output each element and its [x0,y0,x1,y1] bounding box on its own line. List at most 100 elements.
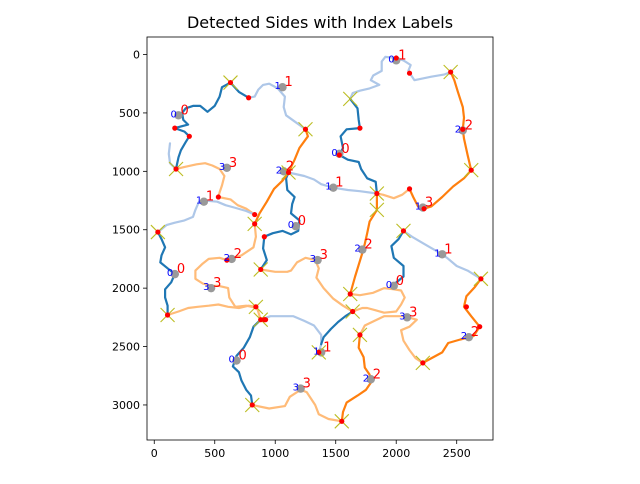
side-index-label-red: 2 [286,159,294,174]
endpoint-dot [357,125,363,131]
x-tick-label: 1000 [261,447,289,460]
side-index-label-red: 3 [320,248,328,263]
endpoint-dot [258,266,264,273]
side-curve [173,127,191,171]
side-curve [320,310,354,346]
corner-marker [369,202,385,218]
side-index-label-red: 3 [409,305,417,320]
centroid-marker [170,269,180,279]
side-index-label-red: 0 [177,262,185,277]
endpoint-dot [477,324,483,330]
endpoint-dot [261,317,267,323]
side-index-label-red: 2 [471,325,479,340]
endpoint-dot [258,317,264,323]
side-curve [338,153,378,195]
side-index-label-red: 1 [335,176,343,191]
centroid-marker [329,183,338,192]
centroid-marker [296,384,305,393]
side-index-label-red: 0 [180,103,188,118]
side-index-label-blue: 2 [224,253,230,264]
side-curve [395,56,452,82]
endpoint-dot [172,125,178,131]
side-index-label-red: 1 [444,242,452,257]
endpoint-dot [285,169,292,176]
endpoint-dot [339,418,345,424]
centroid-marker [313,255,322,265]
side-index-label-blue: 2 [363,373,369,384]
side-index-label-red: 3 [303,377,311,392]
centroid-marker [358,245,367,254]
endpoint-dot [406,70,413,76]
x-tick-label: 0 [151,447,158,460]
side-index-label-red: 0 [396,274,404,289]
side-curve [375,187,411,200]
side-curve [253,171,290,225]
endpoint-dot [448,69,454,75]
side-curve [156,231,176,317]
centroid-marker [199,197,209,206]
side-index-label-blue: 0 [170,109,176,120]
side-index-label-blue: 0 [229,355,235,366]
side-curve [166,303,257,317]
endpoint-dot [463,304,469,310]
centroid-marker [437,250,447,259]
endpoint-dot [421,206,427,212]
side-index-label-red: 2 [364,238,372,253]
centroid-marker [206,283,216,293]
side-curve [231,318,262,407]
endpoint-dot [173,166,179,172]
endpoint-dot [155,229,161,235]
side-curve [358,315,424,364]
side-index-label-blue: 0 [388,54,394,65]
side-curve [259,171,301,271]
endpoint-dot [357,332,363,338]
endpoint-dot [215,194,221,200]
endpoint-dot [246,95,252,101]
side-index-label-red: 1 [206,190,214,205]
side-index-label-blue: 3 [310,254,316,265]
side-index-label-blue: 1 [325,182,331,193]
corner-marker [342,91,358,107]
side-index-label-blue: 2 [276,165,282,176]
centroid-marker [174,111,183,120]
side-curve [287,128,309,174]
axes-frame [146,36,494,441]
side-index-label-red: 0 [341,142,349,157]
side-curve [247,82,307,131]
side-index-label-blue: 2 [354,244,360,255]
side-curve [349,287,406,314]
side-index-label-red: 1 [284,75,292,90]
side-index-label-blue: 3 [293,383,299,394]
endpoint-dot [400,228,407,234]
side-index-label-blue: 1 [415,202,421,213]
side-index-label-red: 2 [465,118,473,133]
endpoint-dot [393,55,399,61]
side-index-label-red: 0 [239,349,247,364]
x-tick-label: 2000 [382,447,410,460]
centroid-marker [389,281,398,291]
plot-area: 1022001131220011223333112233000022331100… [150,48,489,429]
side-index-label-red: 3 [229,156,237,171]
side-index-label-red: 1 [323,340,331,355]
side-index-label-blue: 0 [331,148,337,159]
side-curve [225,222,257,262]
side-curve [449,70,466,131]
endpoint-dot [302,126,309,132]
centroid-marker [402,313,412,322]
endpoint-dot [460,126,466,132]
endpoint-dot [186,133,192,139]
endpoint-dot [420,360,426,366]
endpoint-dot [316,349,322,355]
side-index-label-blue: 0 [288,220,294,231]
y-tick-label: 3000 [112,399,140,412]
chart-title: Detected Sides with Index Labels [187,13,453,32]
side-index-label-blue: 1 [274,81,280,92]
side-index-label-blue: 3 [219,162,225,173]
endpoint-dot [350,308,356,315]
y-tick-label: 2000 [112,282,140,295]
side-index-label-red: 2 [373,367,381,382]
endpoint-dot [249,402,255,408]
y-tick-label: 2500 [112,341,140,354]
y-tick-label: 1000 [112,165,140,178]
